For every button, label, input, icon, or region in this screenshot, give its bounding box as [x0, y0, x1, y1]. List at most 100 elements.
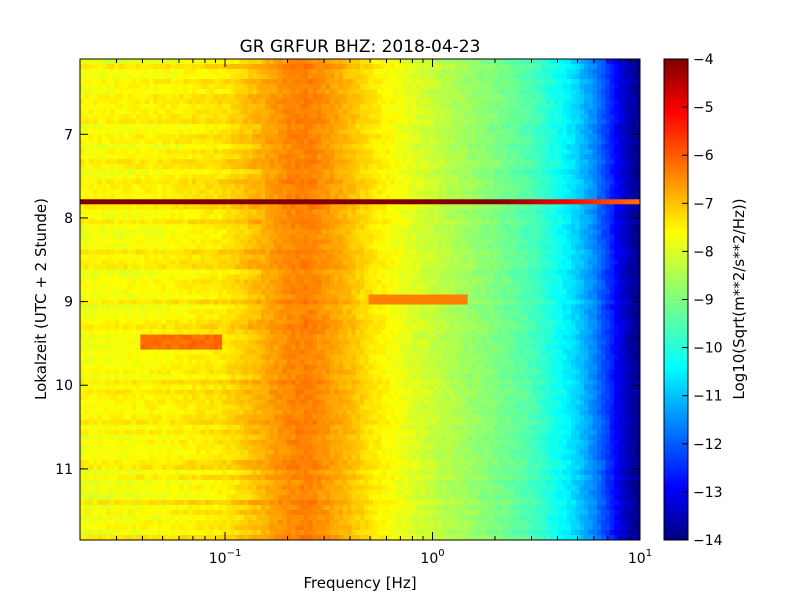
heatmap-cell — [493, 174, 499, 180]
heatmap-cell — [235, 64, 240, 70]
heatmap-cell — [295, 129, 301, 135]
heatmap-cell — [424, 154, 430, 160]
heatmap-cell — [355, 74, 361, 80]
heatmap-cell — [114, 134, 120, 140]
heatmap-cell — [532, 209, 538, 215]
heatmap-cell — [420, 244, 426, 250]
heatmap-cell — [627, 104, 632, 110]
heatmap-cell — [532, 224, 538, 230]
heatmap-cell — [84, 99, 90, 105]
heatmap-cell — [515, 204, 520, 210]
heatmap-cell — [286, 224, 292, 230]
heatmap-cell — [562, 129, 568, 135]
heatmap-cell — [605, 99, 611, 105]
heatmap-cell — [584, 139, 589, 145]
heatmap-cell — [84, 84, 90, 90]
heatmap-cell — [510, 119, 516, 125]
heatmap-cell — [540, 244, 546, 250]
heatmap-cell — [584, 144, 589, 150]
heatmap-cell — [88, 84, 94, 90]
heatmap-cell — [166, 149, 172, 155]
heatmap-cell — [390, 129, 396, 135]
heatmap-cell — [273, 234, 279, 240]
heatmap-cell — [558, 154, 564, 160]
heatmap-cell — [226, 219, 232, 225]
heatmap-cell — [394, 214, 400, 220]
heatmap-cell — [269, 109, 275, 115]
heatmap-cell — [282, 69, 288, 75]
heatmap-cell — [153, 59, 159, 65]
heatmap-cell — [407, 144, 413, 150]
heatmap-cell — [308, 104, 314, 110]
heatmap-cell — [273, 184, 279, 190]
heatmap-cell — [420, 154, 426, 160]
heatmap-cell — [355, 179, 361, 185]
heatmap-cell — [286, 104, 292, 110]
heatmap-cell — [553, 114, 559, 120]
heatmap-cell — [243, 169, 249, 175]
heatmap-cell — [416, 164, 421, 170]
heatmap-cell — [489, 179, 495, 185]
heatmap-cell — [97, 104, 103, 110]
heatmap-cell — [355, 84, 361, 90]
heatmap-cell — [144, 109, 150, 115]
heatmap-cell — [618, 224, 624, 230]
heatmap-cell — [385, 239, 391, 245]
heatmap-cell — [222, 224, 228, 230]
heatmap-cell — [161, 184, 167, 190]
heatmap-cell — [308, 94, 314, 100]
heatmap-cell — [588, 189, 594, 195]
heatmap-cell — [295, 244, 301, 250]
heatmap-cell — [235, 79, 240, 85]
heatmap-cell — [136, 104, 141, 110]
heatmap-cell — [329, 159, 335, 165]
heatmap-cell — [562, 69, 568, 75]
heatmap-cell — [110, 64, 116, 70]
heatmap-cell — [497, 64, 503, 70]
heatmap-cell — [295, 104, 301, 110]
heatmap-cell — [148, 234, 154, 240]
heatmap-cell — [372, 184, 378, 190]
heatmap-cell — [549, 234, 555, 240]
heatmap-cell — [506, 194, 512, 200]
heatmap-cell — [84, 89, 90, 95]
heatmap-cell — [187, 159, 193, 165]
heatmap-cell — [101, 169, 107, 175]
heatmap-cell — [299, 204, 305, 210]
heatmap-cell — [360, 109, 365, 115]
heatmap-cell — [260, 124, 266, 130]
heatmap-cell — [528, 169, 533, 175]
heatmap-cell — [174, 104, 180, 110]
heatmap-cell — [140, 79, 146, 85]
heatmap-cell — [368, 234, 374, 240]
heatmap-cell — [446, 214, 452, 220]
heatmap-cell — [243, 69, 249, 75]
heatmap-cell — [291, 189, 296, 195]
heatmap-cell — [329, 189, 335, 195]
heatmap-cell — [299, 99, 305, 105]
heatmap-cell — [571, 244, 576, 250]
heatmap-cell — [123, 194, 128, 200]
heatmap-cell — [437, 214, 443, 220]
heatmap-cell — [97, 204, 103, 210]
heatmap-cell — [183, 234, 189, 240]
heatmap-cell — [260, 104, 266, 110]
heatmap-cell — [549, 79, 555, 85]
heatmap-cell — [433, 164, 439, 170]
heatmap-cell — [424, 99, 430, 105]
heatmap-cell — [368, 189, 374, 195]
heatmap-cell — [484, 159, 490, 165]
heatmap-cell — [291, 194, 296, 200]
heatmap-cell — [549, 164, 555, 170]
heatmap-cell — [510, 179, 516, 185]
heatmap-cell — [286, 129, 292, 135]
heatmap-cell — [286, 229, 292, 235]
heatmap-cell — [528, 94, 533, 100]
heatmap-cell — [480, 234, 486, 240]
heatmap-cell — [209, 239, 215, 245]
heatmap-cell — [433, 239, 439, 245]
heatmap-cell — [372, 69, 378, 75]
heatmap-cell — [256, 114, 262, 120]
heatmap-cell — [88, 229, 94, 235]
heatmap-cell — [631, 189, 637, 195]
